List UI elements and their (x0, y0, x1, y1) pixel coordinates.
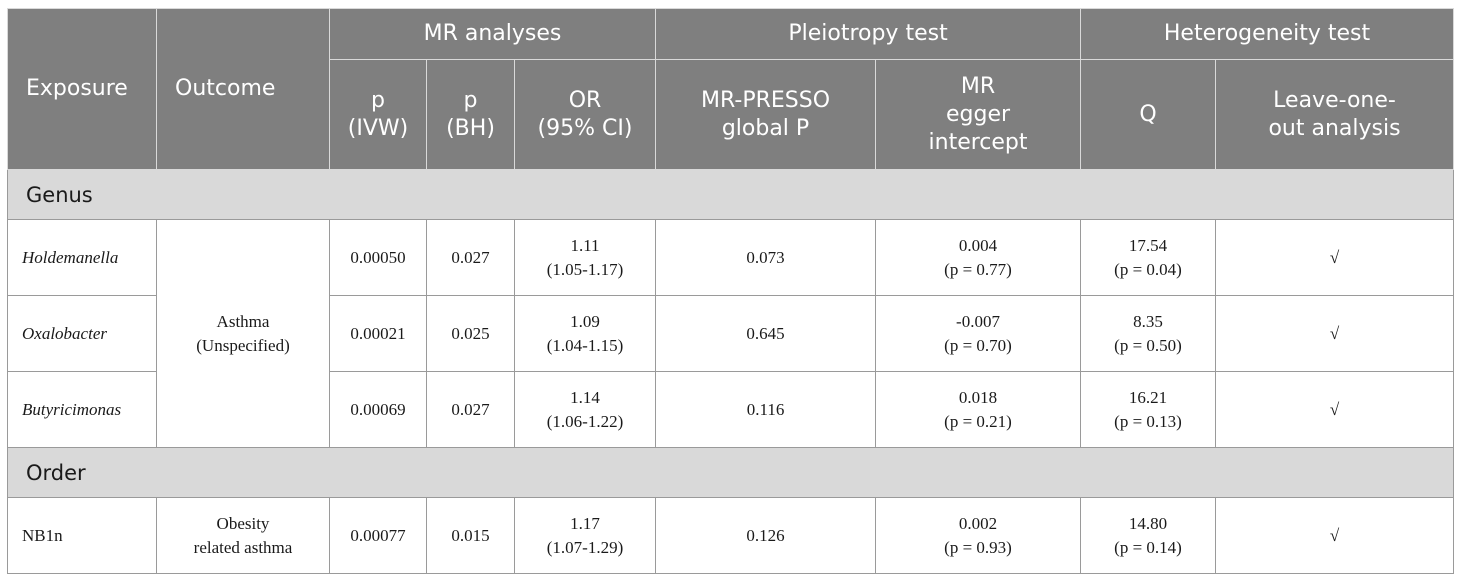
header-leave-one-out: Leave-one- out analysis (1215, 59, 1455, 170)
exposure-cell: Holdemanella (7, 219, 157, 296)
p-ivw-cell: 0.00077 (329, 497, 427, 574)
section-row-genus: Genus (6, 169, 1455, 220)
or-ci-cell: 1.09 (1.04-1.15) (513, 295, 657, 372)
header-or-ci: OR (95% CI) (513, 59, 657, 170)
q-cell: 17.54 (p = 0.04) (1080, 219, 1217, 296)
mr-egger-cell: -0.007 (p = 0.70) (875, 295, 1082, 372)
mr-presso-cell: 0.116 (655, 371, 877, 448)
leave-one-out-cell: √ (1215, 371, 1455, 448)
leave-one-out-cell: √ (1215, 219, 1455, 296)
section-label: Order (6, 447, 1455, 498)
header-mr-presso: MR-PRESSO global P (655, 59, 877, 170)
header-mr-egger: MR egger intercept (875, 59, 1082, 170)
p-bh-cell: 0.015 (426, 497, 515, 574)
header-pleiotropy-test: Pleiotropy test (655, 8, 1082, 60)
header-q: Q (1080, 59, 1217, 170)
q-cell: 14.80 (p = 0.14) (1080, 497, 1217, 574)
p-bh-cell: 0.025 (426, 295, 515, 372)
mr-results-table: Exposure Outcome MR analyses Pleiotropy … (6, 8, 1455, 574)
q-cell: 16.21 (p = 0.13) (1080, 371, 1217, 448)
header-heterogeneity-test: Heterogeneity test (1080, 8, 1455, 60)
leave-one-out-cell: √ (1215, 295, 1455, 372)
p-bh-cell: 0.027 (426, 219, 515, 296)
outcome-cell: Asthma (Unspecified) (156, 219, 330, 448)
header-p-ivw: p (IVW) (329, 59, 427, 170)
mr-egger-cell: 0.004 (p = 0.77) (875, 219, 1082, 296)
header-row-groups: Exposure Outcome MR analyses Pleiotropy … (7, 8, 1455, 170)
mr-presso-cell: 0.073 (655, 219, 877, 296)
header-exposure: Exposure (7, 8, 157, 170)
section-label: Genus (6, 169, 1455, 220)
exposure-cell: Oxalobacter (7, 295, 157, 372)
p-bh-cell: 0.027 (426, 371, 515, 448)
section-row-order: Order (6, 447, 1455, 498)
mr-presso-cell: 0.645 (655, 295, 877, 372)
header-mr-analyses: MR analyses (328, 8, 657, 60)
or-ci-cell: 1.14 (1.06-1.22) (513, 371, 657, 448)
exposure-cell: Butyricimonas (7, 371, 157, 448)
mr-presso-cell: 0.126 (655, 497, 877, 574)
or-ci-cell: 1.11 (1.05-1.17) (513, 219, 657, 296)
mr-egger-cell: 0.002 (p = 0.93) (875, 497, 1082, 574)
p-ivw-cell: 0.00050 (329, 219, 427, 296)
exposure-cell: NB1n (7, 497, 157, 574)
or-ci-cell: 1.17 (1.07-1.29) (513, 497, 657, 574)
outcome-cell: Obesity related asthma (156, 497, 330, 574)
leave-one-out-cell: √ (1215, 497, 1455, 574)
results-table-container: Exposure Outcome MR analyses Pleiotropy … (6, 8, 1455, 574)
p-ivw-cell: 0.00069 (329, 371, 427, 448)
table-row: Holdemanella Asthma (Unspecified) 0.0005… (7, 219, 1455, 448)
header-outcome: Outcome (156, 8, 330, 170)
q-cell: 8.35 (p = 0.50) (1080, 295, 1217, 372)
p-ivw-cell: 0.00021 (329, 295, 427, 372)
mr-egger-cell: 0.018 (p = 0.21) (875, 371, 1082, 448)
table-row: NB1n Obesity related asthma 0.00077 0.01… (7, 497, 1455, 574)
header-row-subcolumns: p (IVW) p (BH) OR (95% CI) MR-PRESSO glo… (8, 59, 1455, 170)
table-row: Oxalobacter 0.00021 0.025 1.09 (1.04-1.1… (7, 295, 1455, 372)
header-p-bh: p (BH) (426, 59, 515, 170)
